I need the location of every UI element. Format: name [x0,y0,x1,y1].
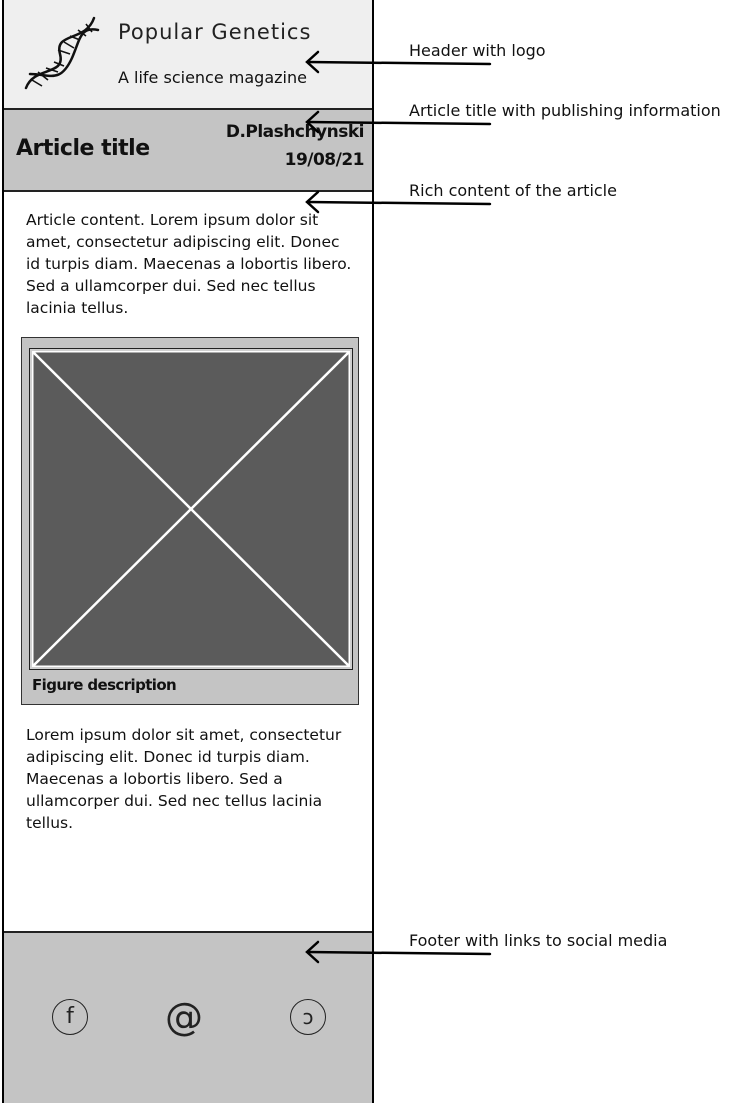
dna-helix-icon [24,16,100,90]
article-date: 19/08/21 [284,150,365,170]
social-c-icon[interactable]: ↄ [290,999,326,1035]
social-c-glyph: ↄ [302,1005,314,1029]
image-placeholder [32,351,350,667]
annotation-header: Header with logo [409,41,546,60]
article-intro-text: Article content. Lorem ipsum dolor sit a… [26,211,352,317]
article-figure: Figure description [21,337,359,705]
email-at-glyph: @ [165,995,203,1039]
article-title: Article title [16,136,150,161]
site-tagline: A life science magazine [118,68,307,87]
figure-image-frame [29,348,353,670]
figure-caption: Figure description [32,676,177,694]
article-author: D.Plashchynski [225,122,365,142]
email-at-icon[interactable]: @ [165,995,203,1039]
annotation-footer: Footer with links to social media [409,931,668,950]
article-body-text: Lorem ipsum dolor sit amet, consectetur … [26,726,342,832]
annotation-content: Rich content of the article [409,181,617,200]
facebook-icon[interactable]: f [52,999,88,1035]
site-brand-name[interactable]: Popular Genetics [118,20,312,44]
site-footer: f @ ↄ [4,931,372,1103]
mobile-wireframe: Popular Genetics A life science magazine… [2,0,374,1103]
annotation-title: Article title with publishing informatio… [409,101,721,120]
site-header: Popular Genetics A life science magazine [4,0,372,110]
facebook-glyph: f [66,1004,74,1029]
